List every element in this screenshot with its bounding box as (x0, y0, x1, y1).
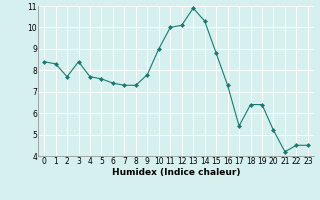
X-axis label: Humidex (Indice chaleur): Humidex (Indice chaleur) (112, 168, 240, 177)
